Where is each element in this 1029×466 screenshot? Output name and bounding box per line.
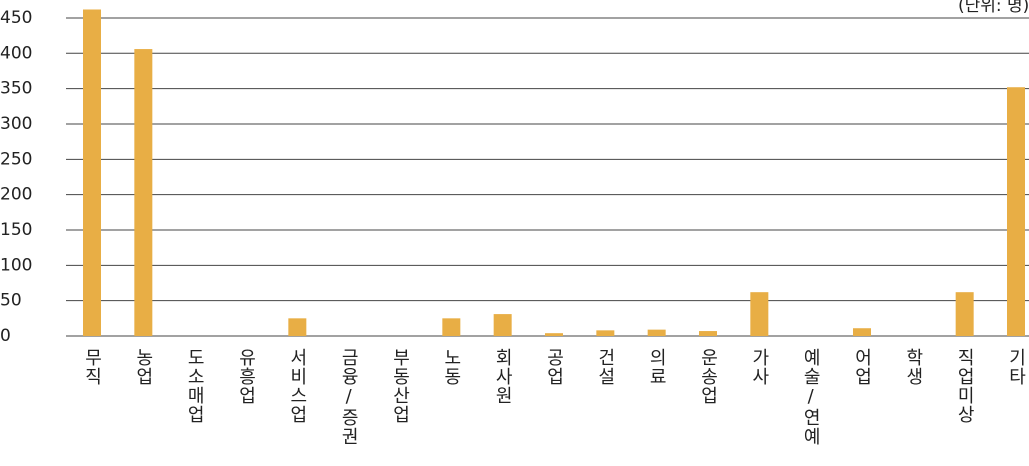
- x-tick-label: 도소매업: [184, 348, 205, 424]
- x-tick-label: 건설: [595, 348, 616, 386]
- x-tick-label: 가사: [749, 348, 770, 386]
- x-tick-label: 학생: [903, 348, 924, 386]
- y-tick-label: 400: [0, 43, 32, 63]
- y-tick-label: 250: [0, 149, 32, 169]
- bar: [647, 329, 666, 336]
- y-tick-label: 150: [0, 220, 32, 240]
- y-tick-label: 0: [0, 326, 11, 346]
- x-tick-label: 예술/연예: [800, 348, 821, 446]
- x-tick-label: 회사원: [492, 348, 513, 405]
- y-tick-label: 50: [0, 291, 22, 311]
- bar: [134, 49, 153, 336]
- bar: [750, 292, 769, 336]
- y-tick-label: 350: [0, 79, 32, 99]
- y-tick-label: 300: [0, 114, 32, 134]
- bar: [288, 318, 307, 336]
- bar: [853, 328, 871, 336]
- x-tick-label: 농업: [133, 348, 154, 386]
- bar: [955, 292, 974, 336]
- y-tick-label: 450: [0, 8, 32, 28]
- y-tick-label: 200: [0, 185, 32, 205]
- x-tick-label: 어업: [852, 348, 873, 386]
- bar: [545, 333, 563, 336]
- x-tick-label: 의료: [646, 348, 667, 386]
- bar: [596, 330, 615, 336]
- x-tick-label: 공업: [544, 348, 565, 386]
- x-tick-label: 유흥업: [236, 348, 257, 405]
- x-tick-label: 운송업: [698, 348, 719, 405]
- x-tick-label: 무직: [82, 348, 103, 386]
- unit-note: (단위: 명): [958, 0, 1029, 16]
- x-tick-label: 기타: [1006, 348, 1027, 386]
- bar: [1007, 87, 1025, 336]
- x-tick-label: 부동산업: [390, 348, 411, 424]
- bar: [83, 9, 101, 336]
- y-tick-label: 100: [0, 255, 32, 275]
- x-tick-label: 금융/증권: [338, 348, 359, 446]
- x-tick-label: 서비스업: [287, 348, 308, 424]
- bar: [442, 318, 461, 336]
- bar: [699, 331, 717, 336]
- x-tick-label: 노동: [441, 348, 462, 386]
- bar: [493, 314, 512, 336]
- x-tick-label: 직업미상: [954, 348, 975, 424]
